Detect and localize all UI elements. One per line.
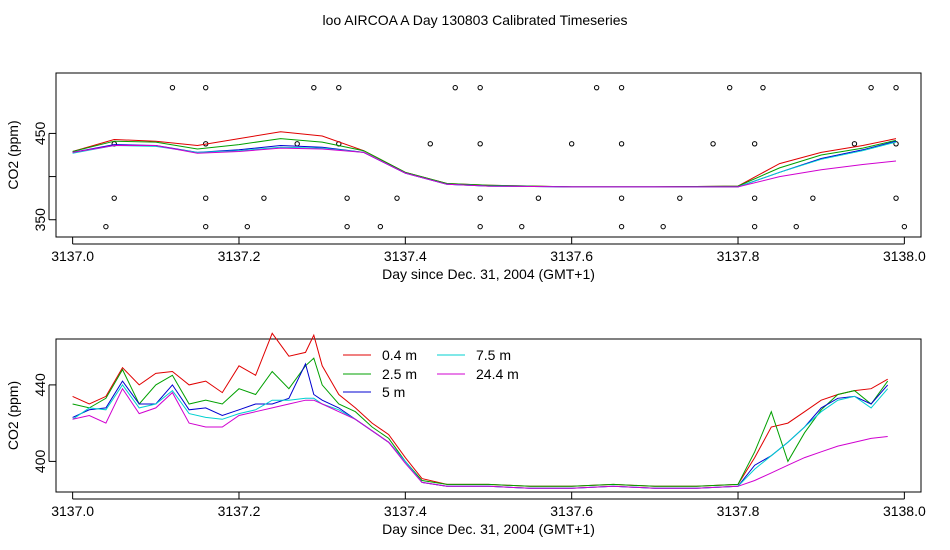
scatter-point xyxy=(103,223,109,230)
scatter-point xyxy=(751,195,758,201)
y-tick-label: 440 xyxy=(32,373,48,397)
scatter-point xyxy=(893,195,899,201)
scatter-point xyxy=(111,195,117,201)
x-tick-label: 3138.0 xyxy=(883,503,926,519)
y-tick-label: 400 xyxy=(32,450,48,474)
legend-label: 5 m xyxy=(382,384,405,400)
scatter-point xyxy=(344,195,350,201)
x-tick-label: 3137.4 xyxy=(384,503,427,519)
legend-label: 24.4 m xyxy=(476,366,519,382)
x-tick-label: 3137.4 xyxy=(384,248,427,264)
scatter-point xyxy=(727,84,733,91)
scatter-point xyxy=(660,223,666,230)
scatter-point xyxy=(793,223,799,230)
series-line xyxy=(72,387,888,489)
scatter-point xyxy=(344,223,350,230)
series-line xyxy=(72,357,889,487)
scatter-point xyxy=(535,195,542,201)
scatter-point xyxy=(294,141,300,147)
scatter-point xyxy=(851,141,858,147)
scatter-point xyxy=(336,84,342,91)
scatter-point xyxy=(244,223,250,230)
scatter-point xyxy=(477,223,483,230)
series-line xyxy=(72,384,889,489)
series-line xyxy=(72,145,897,188)
scatter-point xyxy=(203,223,209,230)
scatter-point xyxy=(477,141,483,147)
scatter-point xyxy=(751,141,758,147)
scatter-point xyxy=(810,195,816,201)
x-tick-label: 3137.0 xyxy=(51,248,94,264)
top-timeseries-chart: 3137.0 3137.2 3137.4 3137.6 3137.8 3138.0 350 4… xyxy=(5,72,926,282)
scatter-point xyxy=(618,223,625,230)
y-axis-label: CO2 (ppm) xyxy=(5,381,21,450)
scatter-point xyxy=(568,141,575,147)
scatter-point xyxy=(203,84,209,91)
scatter-point xyxy=(618,141,625,147)
x-tick-label: 3137.2 xyxy=(218,248,261,264)
scatter-point xyxy=(427,141,433,147)
page-title: loo AIRCOA A Day 130803 Calibrated Times… xyxy=(322,12,627,28)
scatter-point xyxy=(760,84,766,91)
scatter-point xyxy=(477,195,483,201)
x-axis-label: Day since Dec. 31, 2004 (GMT+1) xyxy=(382,266,595,282)
legend-label: 2.5 m xyxy=(382,366,417,382)
bottom-timeseries-chart: 3137.0 3137.2 3137.4 3137.6 3137.8 3138.0 400 4… xyxy=(5,332,926,537)
scatter-point xyxy=(710,141,716,147)
series-line xyxy=(72,140,897,188)
x-tick-label: 3138.0 xyxy=(883,248,926,264)
x-tick-label: 3137.6 xyxy=(550,248,593,264)
scatter-point xyxy=(519,223,525,230)
scatter-point xyxy=(901,223,908,230)
legend-label: 7.5 m xyxy=(476,347,511,363)
x-tick-label: 3137.6 xyxy=(550,503,593,519)
scatter-point xyxy=(169,84,176,91)
scatter-point xyxy=(618,84,625,91)
scatter-point xyxy=(618,195,625,201)
y-axis-label: CO2 (ppm) xyxy=(5,120,21,189)
x-tick-label: 3137.8 xyxy=(717,248,760,264)
series-line xyxy=(72,332,888,487)
scatter-point xyxy=(394,195,400,201)
x-axis-label: Day since Dec. 31, 2004 (GMT+1) xyxy=(382,521,595,537)
y-tick-label: 350 xyxy=(32,208,48,232)
y-tick-label: 450 xyxy=(32,122,48,146)
scatter-point xyxy=(593,84,600,91)
scatter-point xyxy=(203,195,209,201)
scatter-point xyxy=(477,84,483,91)
x-tick-label: 3137.0 xyxy=(51,503,94,519)
legend-label: 0.4 m xyxy=(382,347,417,363)
scatter-point xyxy=(868,84,874,91)
x-tick-label: 3137.8 xyxy=(717,503,760,519)
scatter-point xyxy=(261,195,267,201)
x-tick-label: 3137.2 xyxy=(218,503,261,519)
series-line xyxy=(72,138,897,188)
plot-frame xyxy=(55,72,922,238)
scatter-point xyxy=(751,223,758,230)
scatter-point xyxy=(893,84,899,91)
plot-frame xyxy=(55,338,922,493)
scatter-point xyxy=(452,84,458,91)
scatter-point xyxy=(377,223,384,230)
scatter-point xyxy=(311,84,317,91)
scatter-point xyxy=(677,195,683,201)
